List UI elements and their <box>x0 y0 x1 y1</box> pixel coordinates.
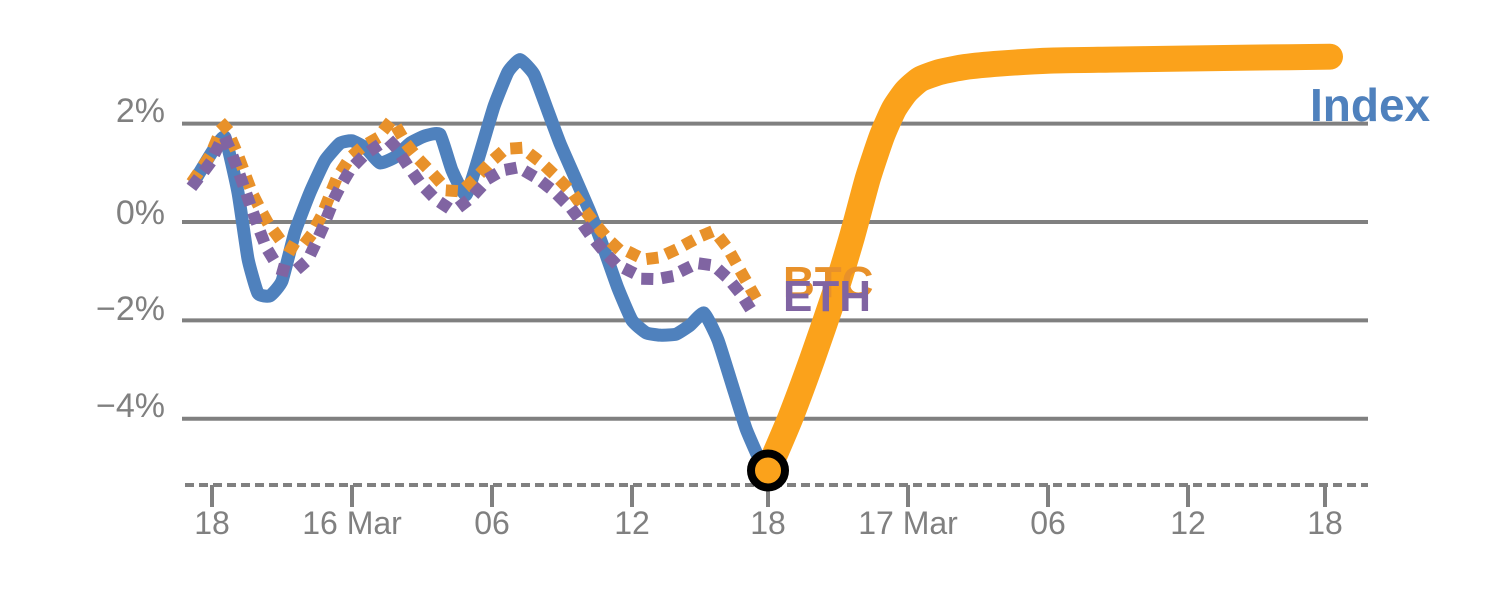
x-tick-label-1: 16 Mar <box>302 505 402 541</box>
series-label-eth: ETH <box>783 272 871 321</box>
y-tick-label-2: −2% <box>96 290 165 328</box>
series-label-btc: BTC <box>783 258 874 307</box>
y-tick-label-1: 0% <box>115 194 165 232</box>
x-tick-label-7: 12 <box>1170 505 1206 541</box>
x-tick-label-3: 12 <box>614 505 650 541</box>
data-series <box>186 43 1343 484</box>
series-line-eth <box>186 131 765 327</box>
x-tick-label-5: 17 Mar <box>858 505 958 541</box>
x-tick-label-8: 18 <box>1307 505 1343 541</box>
x-tick-label-2: 06 <box>474 505 510 541</box>
series-line-btc <box>186 115 765 307</box>
series-line-index <box>188 53 775 477</box>
gridlines <box>182 121 1368 421</box>
y-tick-label-0: 2% <box>115 92 165 130</box>
inflection-point-marker <box>747 449 789 492</box>
x-tick-label-4: 18 <box>750 505 786 541</box>
series-line-projection <box>755 43 1343 484</box>
y-tick-label-3: −4% <box>96 387 165 425</box>
series-label-index: Index <box>1310 79 1431 131</box>
x-axis-tick-marks <box>210 485 1327 507</box>
x-tick-label-6: 06 <box>1030 505 1066 541</box>
data-point-markers <box>747 449 789 492</box>
x-tick-label-0: 18 <box>194 505 230 541</box>
